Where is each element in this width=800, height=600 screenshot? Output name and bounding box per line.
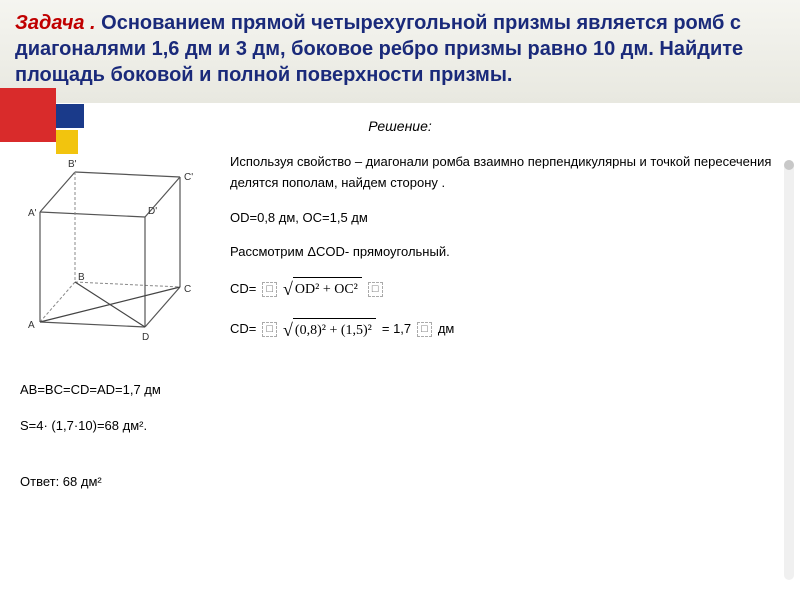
solution-text: Используя свойство – диагонали ромба вза… [230,152,780,358]
label-C: C [184,284,191,295]
cd-label-2: CD= [230,319,256,340]
deco-red-block [0,88,56,142]
problem-text: Задача . Основанием прямой четырехугольн… [15,10,785,88]
label-D: D [142,332,149,343]
cd-formula-1: CD= □ √OD² + OC² □ [230,277,780,301]
problem-header: Задача . Основанием прямой четырехугольн… [0,0,800,103]
cd-unit: дм [438,319,455,340]
eq-placeholder-icon: □ [262,322,277,337]
cd-formula-2: CD= □ √(0,8)² + (1,5)² = 1,7 □ дм [230,318,780,342]
eq-placeholder-icon: □ [417,322,432,337]
prism-diagram: A' B' C' D' A B C D [20,152,220,367]
label-C1: C' [184,172,193,183]
deco-yellow-block [56,130,78,154]
solution-area: Решение: [0,103,800,377]
cd-val: = 1,7 [382,319,411,340]
label-B: B [78,272,85,283]
label-A1: A' [28,208,37,219]
lateral-line: S=4· (1,7·10)=68 дм². [20,413,780,439]
cd-label-1: CD= [230,279,256,300]
label-B1: B' [68,159,77,170]
answer-line: Ответ: 68 дм² [20,469,780,495]
sqrt-2: √(0,8)² + (1,5)² [283,318,376,342]
eq-placeholder-icon: □ [368,282,383,297]
solution-title: Решение: [20,118,780,134]
problem-accent: Задача . [15,12,96,34]
label-D1: D' [148,206,157,217]
sides-line: AB=BC=CD=AD=1,7 дм [20,377,780,403]
label-A: A [28,320,35,331]
solution-line1: Используя свойство – диагонали ромба вза… [230,152,780,194]
sqrt-1: √OD² + OC² [283,277,362,301]
eq-placeholder-icon: □ [262,282,277,297]
solution-lower: AB=BC=CD=AD=1,7 дм S=4· (1,7·10)=68 дм².… [0,377,800,495]
solution-line2: OD=0,8 дм, OC=1,5 дм [230,208,780,229]
problem-body: Основанием прямой четырехугольной призмы… [15,12,743,86]
solution-line3: Рассмотрим ΔCOD- прямоугольный. [230,242,780,263]
